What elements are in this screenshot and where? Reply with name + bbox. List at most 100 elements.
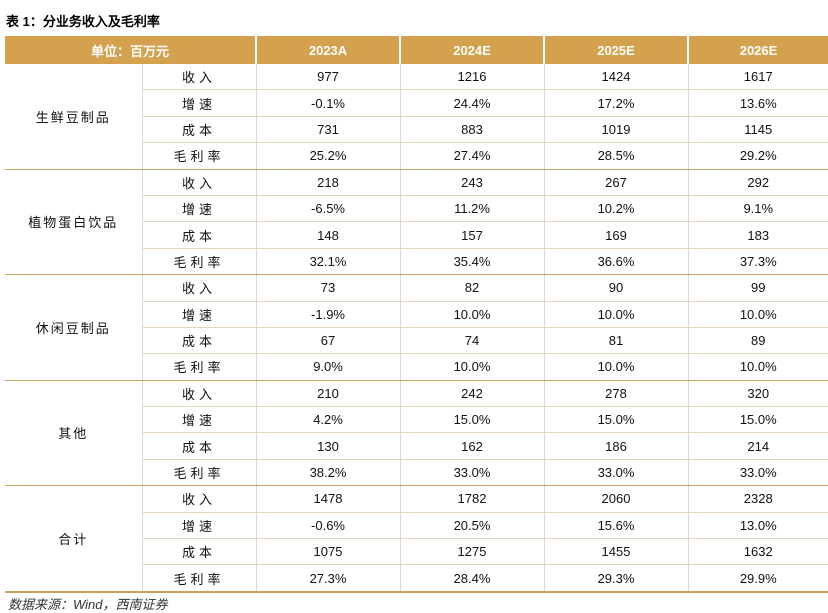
value-cell: 17.2% <box>544 89 689 117</box>
value-cell: 10.0% <box>688 301 828 328</box>
metric-label: 成本 <box>142 538 257 566</box>
table-body: 生鲜豆制品 收入 977 1216 1424 1617 增速 -0.1% 24.4% 17.2% 1… <box>5 64 828 593</box>
header-row: 单位：百万元 2023A 2024E 2025E 2026E <box>5 36 828 64</box>
metric-label: 增速 <box>142 89 257 117</box>
value-cell: 10.0% <box>544 301 689 328</box>
value-cell: 186 <box>544 432 689 460</box>
value-cell: 1617 <box>688 64 828 91</box>
value-cell: 90 <box>544 274 689 302</box>
value-cell: 148 <box>256 221 401 249</box>
metric-label: 成本 <box>142 116 257 144</box>
value-cell: 10.0% <box>688 353 828 381</box>
table-row: 休闲豆制品 收入 73 82 90 99 <box>5 274 828 381</box>
table-row: 生鲜豆制品 收入 977 1216 1424 1617 <box>5 64 828 170</box>
value-cell: 15.0% <box>544 406 689 434</box>
value-cell: 278 <box>544 380 689 408</box>
metric-label: 毛利率 <box>142 564 257 593</box>
value-cell: 37.3% <box>688 248 828 276</box>
value-cell: 27.3% <box>256 564 401 593</box>
value-cell: 10.0% <box>400 353 545 381</box>
value-cell: 130 <box>256 432 401 460</box>
metric-label: 收入 <box>142 274 257 302</box>
value-cell: 242 <box>400 380 545 408</box>
value-cell: 10.0% <box>544 353 689 381</box>
value-cell: 10.0% <box>400 301 545 328</box>
value-cell: 82 <box>400 274 545 302</box>
value-cell: 33.0% <box>400 459 545 487</box>
table-row: 毛利率 27.3% 28.4% 29.3% 29.9% <box>5 564 828 593</box>
table-row: 成本 148 157 169 183 <box>5 221 828 249</box>
table-row: 成本 1075 1275 1455 1632 <box>5 538 828 566</box>
value-cell: 292 <box>688 169 828 196</box>
value-cell: 36.6% <box>544 248 689 276</box>
table-row: 毛利率 25.2% 27.4% 28.5% 29.2% <box>5 142 828 170</box>
value-cell: 33.0% <box>688 459 828 487</box>
metric-label: 毛利率 <box>142 142 257 170</box>
table-row: 成本 67 74 81 89 <box>5 327 828 355</box>
metric-label: 增速 <box>142 406 257 434</box>
value-cell: 27.4% <box>400 142 545 170</box>
value-cell: 2328 <box>688 485 828 513</box>
value-cell: 33.0% <box>544 459 689 487</box>
value-cell: 1632 <box>688 538 828 566</box>
metric-label: 成本 <box>142 327 257 355</box>
metric-label: 增速 <box>142 512 257 540</box>
group-label: 生鲜豆制品 <box>5 64 143 170</box>
value-cell: 883 <box>400 116 545 144</box>
value-cell: 67 <box>256 327 401 355</box>
group-label: 植物蛋白饮品 <box>5 169 143 276</box>
value-cell: 1145 <box>688 116 828 144</box>
table-row: 植物蛋白饮品 收入 218 243 267 292 <box>5 169 828 276</box>
table-row: 合计 收入 1478 1782 2060 2328 <box>5 485 828 593</box>
header-cell: 2023A <box>256 36 402 64</box>
value-cell: 1216 <box>400 64 545 91</box>
value-cell: 210 <box>256 380 401 408</box>
table-title: 表 1：分业务收入及毛利率 <box>6 14 160 29</box>
value-cell: 29.9% <box>688 564 828 593</box>
metric-label: 成本 <box>142 432 257 460</box>
value-cell: 25.2% <box>256 142 401 170</box>
value-cell: 1424 <box>544 64 689 91</box>
value-cell: 214 <box>688 432 828 460</box>
value-cell: 13.0% <box>688 512 828 540</box>
value-cell: 1478 <box>256 485 401 513</box>
value-cell: 35.4% <box>400 248 545 276</box>
value-cell: 29.2% <box>688 142 828 170</box>
value-cell: 81 <box>544 327 689 355</box>
table-row: 增速 -0.6% 20.5% 15.6% 13.0% <box>5 512 828 540</box>
value-cell: 15.0% <box>688 406 828 434</box>
table-row: 增速 -1.9% 10.0% 10.0% 10.0% <box>5 301 828 328</box>
metric-label: 收入 <box>142 169 257 196</box>
value-cell: -0.6% <box>256 512 401 540</box>
value-cell: 1075 <box>256 538 401 566</box>
table-row: 毛利率 32.1% 35.4% 36.6% 37.3% <box>5 248 828 276</box>
metric-label: 毛利率 <box>142 353 257 381</box>
metric-label: 增速 <box>142 195 257 223</box>
header-cell: 单位：百万元 <box>5 36 258 64</box>
metric-label: 收入 <box>142 380 257 408</box>
metric-label: 毛利率 <box>142 459 257 487</box>
value-cell: 24.4% <box>400 89 545 117</box>
metric-label: 增速 <box>142 301 257 328</box>
value-cell: 9.0% <box>256 353 401 381</box>
value-cell: 162 <box>400 432 545 460</box>
value-cell: 1019 <box>544 116 689 144</box>
table-row: 成本 130 162 186 214 <box>5 432 828 460</box>
metric-label: 收入 <box>142 485 257 513</box>
table-row: 毛利率 38.2% 33.0% 33.0% 33.0% <box>5 459 828 487</box>
value-cell: 169 <box>544 221 689 249</box>
value-cell: 320 <box>688 380 828 408</box>
value-cell: -0.1% <box>256 89 401 117</box>
value-cell: 731 <box>256 116 401 144</box>
value-cell: 9.1% <box>688 195 828 223</box>
table-row: 增速 -0.1% 24.4% 17.2% 13.6% <box>5 89 828 117</box>
value-cell: 74 <box>400 327 545 355</box>
value-cell: 15.6% <box>544 512 689 540</box>
value-cell: -1.9% <box>256 301 401 328</box>
value-cell: 183 <box>688 221 828 249</box>
group-label: 合计 <box>5 485 143 593</box>
header-cell: 2024E <box>400 36 546 64</box>
value-cell: 20.5% <box>400 512 545 540</box>
table-row: 毛利率 9.0% 10.0% 10.0% 10.0% <box>5 353 828 381</box>
